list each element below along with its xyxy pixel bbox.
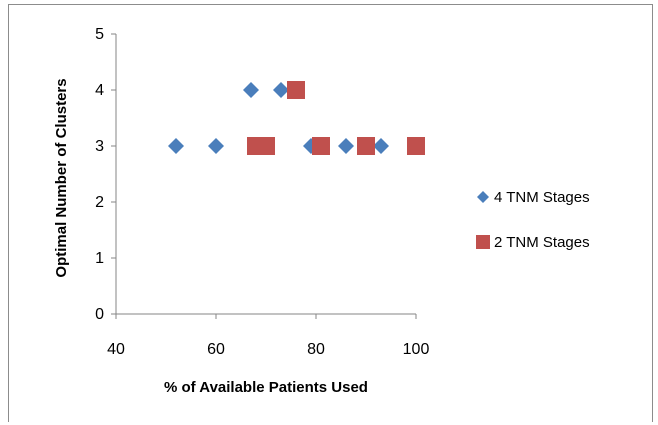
legend: 4 TNM Stages 2 TNM Stages xyxy=(476,189,590,251)
x-tick-label: 60 xyxy=(207,341,225,358)
y-tick-label: 3 xyxy=(95,138,104,155)
legend-diamond-marker xyxy=(477,191,489,203)
y-tick-label: 1 xyxy=(95,250,104,267)
diamond-data-point xyxy=(208,138,224,154)
diamond-data-point xyxy=(273,82,289,98)
y-tick-labels: 0 1 2 3 4 5 xyxy=(95,26,104,323)
y-tick-label: 4 xyxy=(95,82,104,99)
diamond-data-point xyxy=(338,138,354,154)
diamond-data-point xyxy=(168,138,184,154)
y-tick-label: 5 xyxy=(95,26,104,43)
x-tick-label: 40 xyxy=(107,341,125,358)
data-points xyxy=(168,81,425,155)
chart-frame xyxy=(8,4,653,422)
x-tick-label: 100 xyxy=(403,341,430,358)
y-tick-label: 2 xyxy=(95,194,104,211)
legend-label: 2 TNM Stages xyxy=(494,234,590,251)
square-data-point xyxy=(357,137,375,155)
square-data-point xyxy=(257,137,275,155)
square-data-point xyxy=(287,81,305,99)
diamond-data-point xyxy=(373,138,389,154)
y-tick-label: 0 xyxy=(95,306,104,323)
square-data-point xyxy=(312,137,330,155)
y-axis-title: Optimal Number of Clusters xyxy=(53,78,70,277)
legend-square-marker xyxy=(476,235,490,249)
legend-label: 4 TNM Stages xyxy=(494,189,590,206)
x-tick-label: 80 xyxy=(307,341,325,358)
axes xyxy=(111,33,417,319)
diamond-data-point xyxy=(243,82,259,98)
square-data-point xyxy=(407,137,425,155)
x-axis-title: % of Available Patients Used xyxy=(164,379,368,396)
x-tick-labels: 40 60 80 100 xyxy=(107,341,429,358)
